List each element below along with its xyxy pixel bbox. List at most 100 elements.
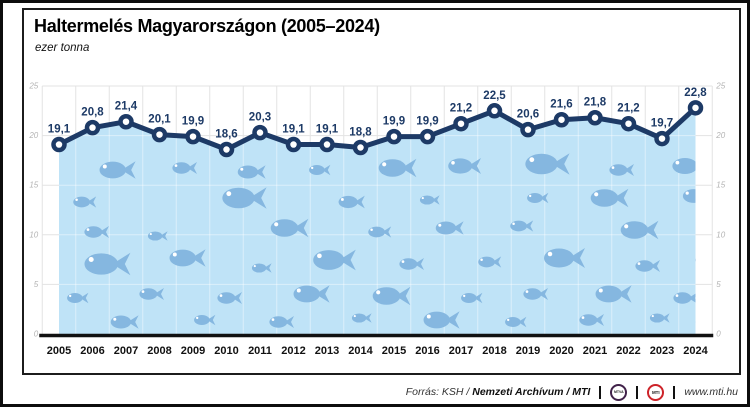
y-tick-right: 15 xyxy=(716,181,725,190)
year-label: 2015 xyxy=(382,345,406,357)
year-label: 2023 xyxy=(650,345,674,357)
fish-icon xyxy=(147,231,168,241)
data-label: 21,2 xyxy=(450,103,472,115)
y-tick-left: 25 xyxy=(28,82,38,91)
year-label: 2022 xyxy=(616,345,640,357)
fish-icon xyxy=(73,196,97,208)
data-label: 21,6 xyxy=(550,99,572,111)
fish-icon xyxy=(695,255,696,265)
year-label: 2014 xyxy=(348,345,373,357)
fish-icon xyxy=(673,292,696,305)
data-point xyxy=(51,136,67,153)
source-text: Forrás: KSH / Nemzeti Archívum / MTI xyxy=(405,386,591,398)
fish-icon xyxy=(110,315,139,329)
year-label: 2009 xyxy=(181,345,205,357)
fish-icon xyxy=(309,164,331,176)
fish-icon xyxy=(399,258,424,270)
y-tick-left: 20 xyxy=(28,131,38,140)
fish-icon xyxy=(368,226,392,238)
chart-unit-label: ezer tonna xyxy=(35,42,90,54)
year-label: 2006 xyxy=(80,345,104,357)
fish-icon xyxy=(313,249,356,271)
data-label: 19,9 xyxy=(416,116,438,128)
x-axis-labels: 2005 2006 2007 2008 2009 2010 2011 2012 2013 2014… xyxy=(47,345,709,357)
fish-icon xyxy=(293,285,330,303)
year-label: 2018 xyxy=(482,345,506,357)
data-point xyxy=(687,100,704,116)
footer-credits: Forrás: KSH / Nemzeti Archívum / MTI MTV… xyxy=(406,378,738,406)
data-label: 19,1 xyxy=(282,124,305,136)
y-tick-right: 10 xyxy=(716,230,725,239)
year-label: 2013 xyxy=(315,345,339,357)
data-label: 19,9 xyxy=(182,116,204,128)
data-label: 20,6 xyxy=(517,109,539,121)
fish-icon xyxy=(378,158,417,178)
fish-icon xyxy=(372,286,411,306)
data-point xyxy=(252,124,268,141)
fish-icon xyxy=(609,164,634,176)
data-point xyxy=(654,130,670,147)
fish-icon xyxy=(478,256,502,268)
mti-logo-icon: MTI xyxy=(647,383,665,401)
y-tick-right: 20 xyxy=(715,131,725,140)
year-label: 2019 xyxy=(516,345,540,357)
data-label: 19,1 xyxy=(48,124,71,136)
year-label: 2008 xyxy=(147,345,171,357)
fish-icon xyxy=(595,285,632,303)
fish-icon xyxy=(695,316,696,328)
fish-icon xyxy=(251,263,272,273)
separator xyxy=(673,385,676,399)
data-points xyxy=(51,100,704,158)
data-point xyxy=(285,136,302,153)
fish-icon xyxy=(194,314,216,326)
fish-icon xyxy=(435,221,464,235)
fish-icon xyxy=(338,195,365,209)
separator xyxy=(599,385,602,399)
y-tick-right: 0 xyxy=(716,330,721,339)
fish-icon xyxy=(544,248,585,268)
year-label: 2020 xyxy=(549,345,573,357)
fish-icon xyxy=(67,292,89,304)
fish-icon xyxy=(579,314,604,326)
year-label: 2007 xyxy=(114,345,138,357)
website-link[interactable]: www.mti.hu xyxy=(684,386,738,398)
fish-school xyxy=(67,153,696,329)
fish-icon xyxy=(682,189,696,203)
fish-icon xyxy=(461,292,483,304)
separator xyxy=(636,385,639,399)
fish-icon xyxy=(139,288,164,300)
data-label: 21,4 xyxy=(115,101,138,113)
data-label: 18,8 xyxy=(349,127,372,139)
data-label: 19,7 xyxy=(651,118,673,130)
data-point xyxy=(587,109,603,126)
data-label: 20,1 xyxy=(148,114,171,126)
fish-icon xyxy=(237,165,266,179)
y-tick-right: 25 xyxy=(715,82,725,91)
data-point xyxy=(620,115,637,132)
page-title: Haltermelés Magyarországon (2005–2024) xyxy=(34,16,380,36)
data-point xyxy=(185,128,201,145)
data-point xyxy=(151,126,168,143)
data-point xyxy=(553,111,570,128)
year-label: 2011 xyxy=(248,345,272,357)
fish-icon xyxy=(172,162,197,174)
y-tick-left: 10 xyxy=(29,230,38,239)
year-label: 2016 xyxy=(415,345,439,357)
mtva-logo-icon: MTVA xyxy=(610,383,628,401)
fish-icon xyxy=(590,188,629,208)
year-label: 2024 xyxy=(683,345,708,357)
fish-icon xyxy=(270,218,309,238)
fish-icon xyxy=(419,195,440,205)
data-label: 22,8 xyxy=(684,87,707,99)
data-label: 21,2 xyxy=(617,103,639,115)
year-label: 2005 xyxy=(47,345,71,357)
fish-icon xyxy=(217,292,242,304)
fish-icon xyxy=(84,226,109,238)
data-point xyxy=(520,121,536,138)
year-label: 2012 xyxy=(281,345,305,357)
data-label: 19,9 xyxy=(383,116,405,128)
fish-icon xyxy=(351,313,372,323)
fish-icon xyxy=(169,249,206,267)
